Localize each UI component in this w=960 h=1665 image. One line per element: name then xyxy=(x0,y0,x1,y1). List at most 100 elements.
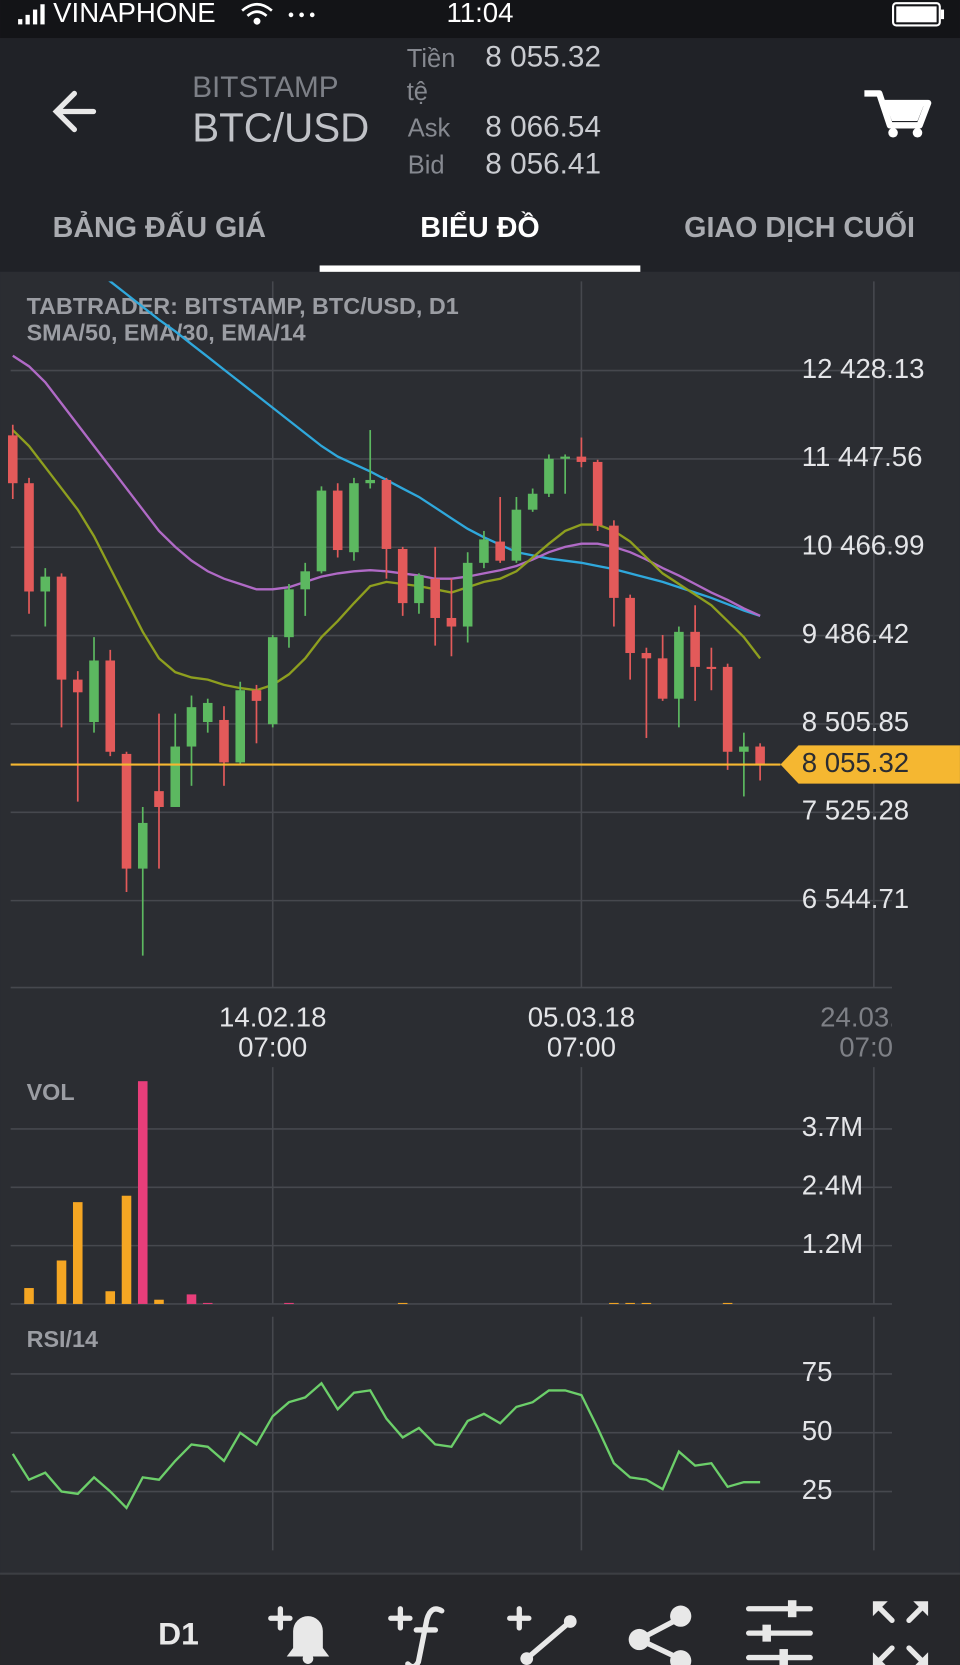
add-drawing-button[interactable] xyxy=(507,1606,577,1665)
candle-body xyxy=(121,753,132,869)
price-label: Tiền tệ xyxy=(406,44,456,107)
candle-body xyxy=(24,483,34,592)
y-tick-label: 9 486.42 xyxy=(802,618,909,649)
tab[interactable]: BIỂU ĐỒ xyxy=(420,210,539,244)
candle-body xyxy=(349,483,359,553)
volume-bar xyxy=(105,1291,116,1304)
candle-body xyxy=(381,479,392,549)
carrier: VINAPHONE xyxy=(53,0,216,28)
candle-body xyxy=(462,562,473,627)
candle-body xyxy=(706,666,717,669)
volume-bar xyxy=(154,1299,164,1304)
candle-body xyxy=(105,660,116,752)
settings-button[interactable] xyxy=(745,1600,813,1665)
y-tick-label: 25 xyxy=(802,1474,833,1505)
candle-body xyxy=(576,456,587,462)
candle-body xyxy=(267,637,278,725)
share-button[interactable] xyxy=(628,1605,692,1665)
candle-body xyxy=(202,702,213,723)
candle-body xyxy=(365,479,375,484)
volume-bar xyxy=(202,1302,213,1304)
y-tick-label: 2.4M xyxy=(802,1170,863,1201)
candle-body xyxy=(235,690,246,763)
volume-bar xyxy=(72,1202,83,1304)
candle-body xyxy=(300,571,310,590)
candle-body xyxy=(511,509,522,561)
volume-bar xyxy=(641,1302,652,1304)
y-tick-label: 8 505.85 xyxy=(802,706,909,737)
y-tick-label: 1.2M xyxy=(802,1228,863,1259)
y-tick-label: 6 544.71 xyxy=(802,883,909,914)
volume-bar xyxy=(722,1302,733,1304)
candle-body xyxy=(186,707,197,747)
app-header xyxy=(0,38,960,272)
last-price-tag xyxy=(780,745,960,784)
volume-bar xyxy=(186,1294,197,1304)
candle-body xyxy=(479,539,489,563)
tab[interactable]: GIAO DỊCH CUỐI xyxy=(684,210,915,244)
x-tick-label: 24.03.18 xyxy=(820,1002,927,1033)
add-alert-button[interactable] xyxy=(268,1606,330,1664)
candle-body xyxy=(657,658,668,699)
candle-body xyxy=(527,493,538,510)
candle-body xyxy=(430,578,440,618)
timeframe-button[interactable]: D1 xyxy=(158,1616,199,1652)
candle-body xyxy=(674,631,684,699)
candle-body xyxy=(592,461,603,526)
y-tick-label: 10 466.99 xyxy=(802,530,925,561)
tab[interactable]: BẢNG ĐẤU GIÁ xyxy=(53,210,266,244)
y-tick-label: 7 525.28 xyxy=(802,795,909,826)
wifi-icon xyxy=(241,2,273,25)
back-button[interactable] xyxy=(52,90,97,133)
candle-body xyxy=(89,660,99,723)
candle-body xyxy=(722,666,733,752)
volume-bar xyxy=(56,1260,67,1304)
candle-body xyxy=(137,822,148,869)
candle-body xyxy=(609,525,619,598)
clock: 11:04 xyxy=(446,0,513,28)
candle-body xyxy=(219,719,229,763)
panel-title: RSI/14 xyxy=(27,1326,98,1352)
x-tick-label: 07:00 xyxy=(547,1031,616,1062)
x-tick-label: 14.02.18 xyxy=(219,1002,326,1033)
fullscreen-button[interactable] xyxy=(872,1601,929,1665)
signal-icon xyxy=(18,4,45,25)
y-tick-label: 12 428.13 xyxy=(802,353,925,384)
ask-label: Ask xyxy=(408,114,451,142)
candle-body xyxy=(40,576,51,592)
candle-body xyxy=(8,435,18,484)
candle-body xyxy=(170,746,181,807)
add-indicator-button[interactable] xyxy=(388,1606,445,1665)
candle-body xyxy=(446,617,457,627)
candle-body xyxy=(251,690,262,701)
x-tick-label: 07:00 xyxy=(238,1031,307,1062)
y-tick-label: 11 447.56 xyxy=(802,441,923,472)
tab-indicator xyxy=(319,265,641,272)
candle-body xyxy=(72,679,83,693)
x-tick-label: 05.03.18 xyxy=(528,1002,635,1033)
indicator-line xyxy=(11,429,762,692)
cart-button[interactable] xyxy=(864,90,932,138)
panel-title: VOL xyxy=(27,1079,75,1105)
price-plot xyxy=(8,281,765,956)
chart-area xyxy=(0,271,960,1574)
bid-value: 8 056.41 xyxy=(485,148,601,181)
candle-body xyxy=(332,490,343,551)
candle-body xyxy=(414,575,424,604)
candle-body xyxy=(495,541,505,561)
exchange-name: BITSTAMP xyxy=(192,71,338,104)
ask-value: 8 066.54 xyxy=(485,110,601,143)
pair-name: BTC/USD xyxy=(192,104,369,150)
x-tick-label: 07:00 xyxy=(839,1031,908,1062)
y-tick-label: 75 xyxy=(802,1356,833,1387)
toolbar xyxy=(0,1573,960,1665)
price-value: 8 055.32 xyxy=(485,40,601,73)
candle-body xyxy=(56,576,67,680)
battery-icon xyxy=(892,2,945,27)
volume-bar xyxy=(625,1302,635,1304)
candle-body xyxy=(755,746,765,765)
tab-bar: BẢNG ĐẤU GIÁ BIỂU ĐỒ GIAO DỊCH CUỐI xyxy=(53,210,915,272)
candle-body xyxy=(316,490,327,572)
volume-bar xyxy=(397,1302,408,1304)
